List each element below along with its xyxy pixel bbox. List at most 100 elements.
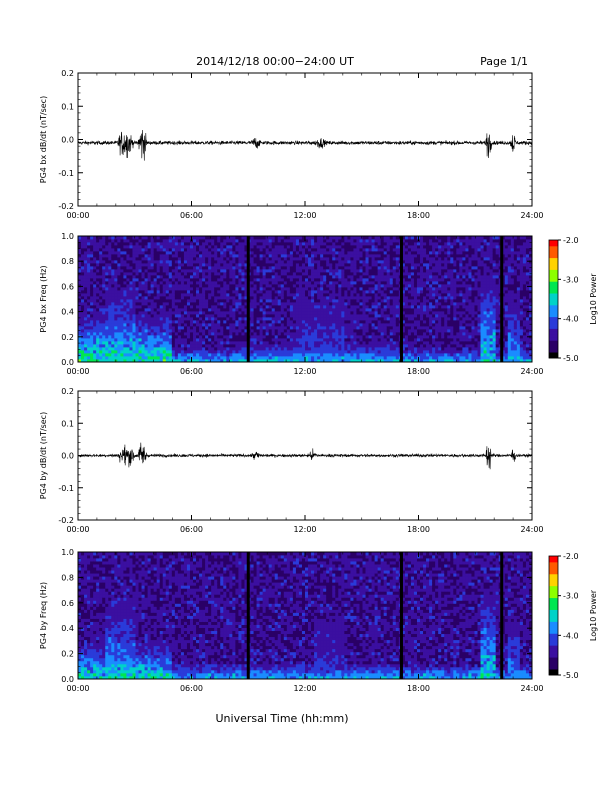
spectrogram-cell	[253, 266, 257, 270]
spectrogram-cell	[338, 260, 342, 264]
spectrogram-cell	[401, 272, 406, 276]
spectrogram-cell	[314, 314, 318, 318]
spectrogram-cell	[386, 287, 391, 291]
spectrogram-cell	[365, 278, 369, 282]
spectrogram-cell	[292, 290, 297, 294]
spectrogram-cell	[199, 344, 203, 348]
spectrogram-cell	[426, 257, 430, 261]
spectrogram-cell	[423, 272, 427, 276]
spectrogram-cell	[395, 344, 400, 348]
spectrogram-cell	[165, 245, 170, 249]
spectrogram-cell	[347, 305, 351, 309]
spectrogram-cell	[189, 347, 194, 351]
spectrogram-cell	[350, 248, 354, 252]
spectrogram-cell	[353, 341, 357, 345]
spectrogram-cell	[238, 308, 242, 312]
spectrogram-cell	[183, 314, 188, 318]
spectrogram-cell	[323, 281, 327, 285]
spectrogram-cell	[156, 293, 161, 297]
spectrogram-cell	[429, 347, 433, 351]
spectrogram-cell	[401, 311, 406, 315]
spectrogram-cell	[87, 329, 91, 333]
spectrogram-cell	[301, 239, 306, 243]
spectrogram-cell	[286, 311, 291, 315]
spectrogram-cell	[208, 251, 212, 255]
spectrogram-cell	[380, 263, 385, 267]
spectrogram-cell	[256, 356, 260, 360]
spectrogram-cell	[371, 251, 376, 255]
spectrogram-cell	[177, 290, 182, 294]
spectrogram-cell	[383, 335, 388, 339]
spectrogram-cell	[250, 293, 254, 297]
spectrogram-cell	[326, 296, 330, 300]
spectrogram-cell	[135, 308, 139, 312]
spectrogram-cell	[241, 332, 245, 336]
spectrogram-cell	[174, 335, 179, 339]
spectrogram-cell	[202, 323, 206, 327]
spectrogram-cell	[135, 281, 139, 285]
spectrogram-cell	[265, 308, 270, 312]
spectrogram-cell	[277, 350, 282, 354]
spectrogram-cell	[317, 248, 321, 252]
spectrogram-cell	[320, 284, 324, 288]
spectrogram-cell	[386, 353, 391, 357]
spectrogram-cell	[132, 266, 136, 270]
spectrogram-cell	[377, 266, 382, 270]
spectrogram-cell	[259, 326, 264, 330]
spectrogram-cell	[78, 248, 82, 252]
spectrogram-cell	[350, 263, 354, 267]
spectrogram-cell	[220, 251, 224, 255]
spectrogram-cell	[356, 353, 360, 357]
spectrogram-cell	[280, 335, 285, 339]
spectrogram-cell	[377, 338, 382, 342]
spectrogram-cell	[335, 317, 339, 321]
spectrogram-cell	[317, 332, 321, 336]
spectrogram-cell	[389, 245, 394, 249]
spectrogram-cell	[380, 314, 385, 318]
spectrogram-cell	[111, 254, 115, 258]
spectrogram-cell	[332, 263, 336, 267]
spectrogram-cell	[159, 335, 164, 339]
spectrogram-cell	[105, 251, 109, 255]
spectrogram-cell	[238, 356, 242, 360]
spectrogram-cell	[229, 293, 233, 297]
spectrogram-cell	[129, 326, 133, 330]
spectrogram-cell	[150, 317, 155, 321]
spectrogram-cell	[168, 236, 173, 240]
spectrogram-cell	[344, 269, 348, 273]
spectrogram-cell	[189, 302, 194, 306]
spectrogram-cell	[429, 335, 433, 339]
spectrogram-cell	[156, 329, 161, 333]
spectrogram-cell	[208, 290, 212, 294]
spectrogram-cell	[374, 338, 379, 342]
spectrogram-cell	[256, 344, 260, 348]
spectrogram-cell	[202, 320, 206, 324]
spectrogram-cell	[344, 326, 348, 330]
spectrogram-cell	[298, 275, 303, 279]
spectrogram-cell	[211, 344, 215, 348]
spectrogram-cell	[256, 260, 260, 264]
spectrogram-cell	[359, 242, 363, 246]
spectrogram-cell	[280, 296, 285, 300]
spectrogram-cell	[208, 236, 212, 240]
spectrogram-cell	[311, 323, 315, 327]
spectrogram-cell	[135, 350, 139, 354]
spectrogram-cell	[256, 269, 260, 273]
spectrogram-cell	[214, 335, 218, 339]
spectrogram-cell	[102, 260, 106, 264]
spectrogram-cell	[117, 332, 121, 336]
spectrogram-cell	[129, 269, 133, 273]
spectrogram-cell	[386, 329, 391, 333]
spectrogram-cell	[410, 239, 415, 243]
y-tick-label: 0.2	[61, 69, 74, 78]
spectrogram-cell	[244, 329, 248, 333]
spectrogram-cell	[102, 347, 106, 351]
spectrogram-cell	[259, 305, 264, 309]
spectrogram-cell	[120, 275, 124, 279]
spectrogram-cell	[416, 248, 421, 252]
spectrogram-cell	[229, 323, 233, 327]
spectrogram-cell	[329, 332, 333, 336]
spectrogram-cell	[202, 242, 206, 246]
spectrogram-cell	[274, 350, 279, 354]
spectrogram-cell	[380, 308, 385, 312]
